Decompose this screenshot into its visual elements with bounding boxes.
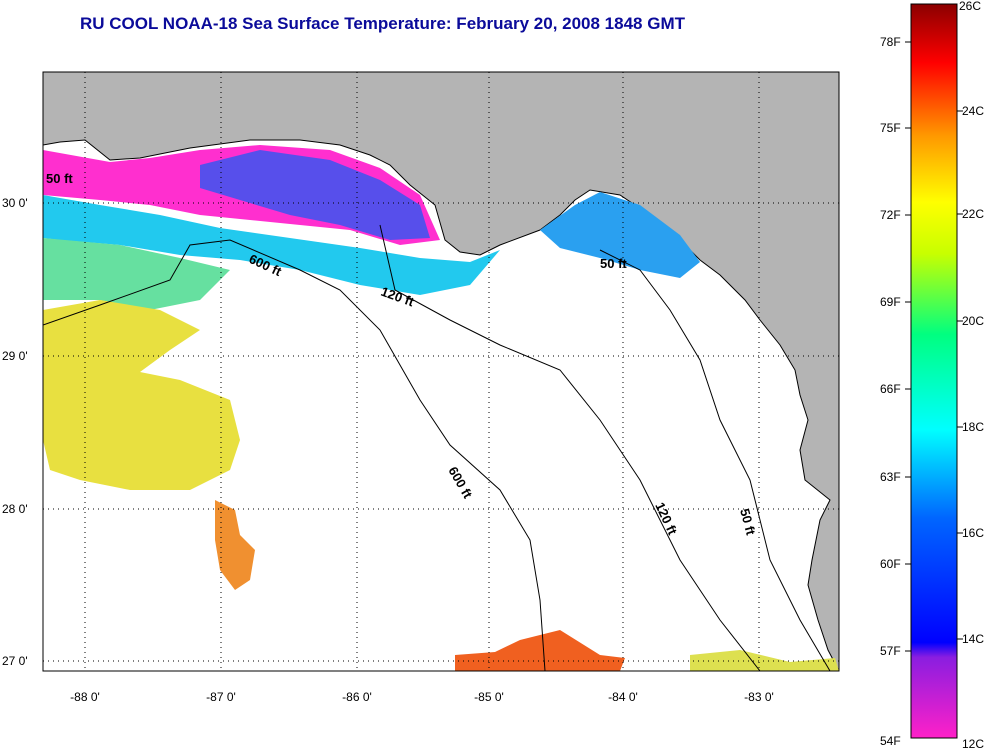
colorbar-c-label: 20C — [962, 314, 984, 328]
colorbar-c-label: 14C — [962, 632, 984, 646]
land-mass — [43, 72, 839, 671]
sst-south-yellow — [690, 650, 839, 671]
lat-tick-label: 28 0' — [2, 502, 28, 516]
isobath-600ft — [43, 239, 546, 671]
sst-orange-patch — [215, 500, 255, 590]
colorbar-ticks — [905, 41, 963, 652]
lon-tick-label: -88 0' — [70, 690, 100, 704]
contour-label: 50 ft — [600, 256, 627, 271]
map-frame — [42, 71, 840, 672]
lat-tick-label: 30 0' — [2, 196, 28, 210]
contour-label: 50 ft — [46, 171, 73, 186]
colorbar-f-label: 54F — [880, 734, 901, 748]
colorbar-f-label: 66F — [880, 382, 901, 396]
colorbar-c-label: 16C — [962, 526, 984, 540]
sst-green-band — [43, 238, 230, 310]
lon-tick-label: -83 0' — [744, 690, 774, 704]
colorbar-c-label: 22C — [962, 207, 984, 221]
colorbar — [910, 3, 958, 739]
lon-tick-label: -87 0' — [206, 690, 236, 704]
lat-tick-label: 27 0' — [2, 654, 28, 668]
lon-tick-label: -84 0' — [608, 690, 638, 704]
sst-yellow-patch — [43, 300, 240, 490]
contour-label: 50 ft — [737, 507, 759, 537]
sst-cyan-band — [43, 195, 500, 295]
colorbar-f-label: 78F — [880, 35, 901, 49]
lon-tick-label: -86 0' — [342, 690, 372, 704]
colorbar-c-label: 18C — [962, 420, 984, 434]
isobath-50ft — [599, 249, 831, 671]
sst-south-warm — [455, 630, 625, 671]
sst-blue-band — [200, 150, 430, 240]
map-title: RU COOL NOAA-18 Sea Surface Temperature:… — [80, 14, 685, 33]
colorbar-f-label: 60F — [880, 557, 901, 571]
colorbar-f-label: 63F — [880, 470, 901, 484]
colorbar-c-label: 24C — [962, 104, 984, 118]
colorbar-c-label: 12C — [962, 737, 984, 751]
lon-tick-label: -85 0' — [474, 690, 504, 704]
colorbar-f-label: 57F — [880, 644, 901, 658]
colorbar-c-label: 26C — [959, 0, 981, 13]
colorbar-f-label: 75F — [880, 121, 901, 135]
sst-east-shelf — [540, 192, 700, 278]
colorbar-f-label: 72F — [880, 208, 901, 222]
colorbar-f-label: 69F — [880, 295, 901, 309]
isobath-120ft — [379, 224, 761, 671]
lat-tick-label: 29 0' — [2, 349, 28, 363]
